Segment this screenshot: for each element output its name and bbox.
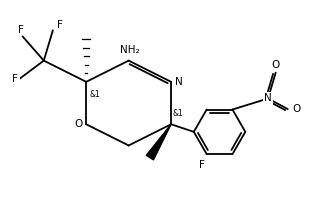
Text: F: F [199, 160, 205, 170]
Polygon shape [146, 124, 171, 160]
Text: O: O [74, 119, 83, 129]
Text: N: N [175, 77, 182, 87]
Text: N: N [264, 94, 272, 103]
Text: NH₂: NH₂ [120, 45, 140, 55]
Text: &1: &1 [90, 90, 101, 99]
Text: F: F [18, 25, 24, 35]
Text: F: F [58, 20, 63, 30]
Text: O: O [271, 60, 280, 70]
Text: F: F [12, 74, 18, 84]
Text: &1: &1 [173, 109, 183, 118]
Text: O: O [292, 104, 301, 114]
